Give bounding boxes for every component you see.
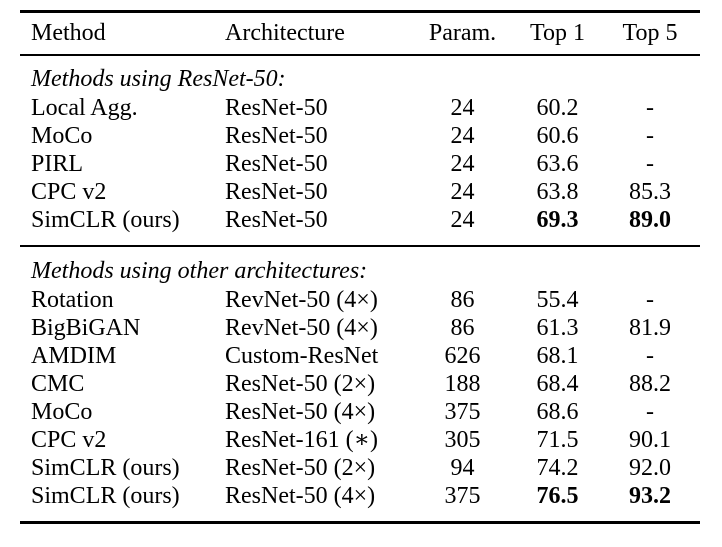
cell-top1: 63.6 <box>536 150 579 177</box>
cell-top1: 71.5 <box>536 426 579 453</box>
cell-architecture: RevNet-50 (4×) <box>225 286 378 313</box>
cell-architecture: ResNet-161 (∗) <box>225 426 378 453</box>
table-body: Methods using ResNet-50: Local Agg. ResN… <box>20 55 700 523</box>
cell-param: 375 <box>444 482 481 509</box>
table-row: SimCLR (ours) ResNet-50 (4×) 375 76.5 93… <box>20 482 700 523</box>
cell-param: 24 <box>450 150 475 177</box>
table-row: AMDIM Custom-ResNet 626 68.1 - <box>20 342 700 370</box>
cell-param: 375 <box>444 398 481 425</box>
col-header-top1: Top 1 <box>515 11 600 56</box>
cell-top1: 60.6 <box>536 122 579 149</box>
cell-architecture: ResNet-50 (4×) <box>225 398 376 425</box>
cell-method: SimCLR (ours) <box>31 482 180 509</box>
table-row: CPC v2 ResNet-161 (∗) 305 71.5 90.1 <box>20 426 700 454</box>
table-row: SimCLR (ours) ResNet-50 (2×) 94 74.2 92.… <box>20 454 700 482</box>
cell-method: AMDIM <box>31 342 117 369</box>
results-table: Method Architecture Param. Top 1 Top 5 M… <box>20 10 700 524</box>
cell-top1: 69.3 <box>536 206 579 233</box>
cell-method: Rotation <box>31 286 114 313</box>
cell-param: 86 <box>450 314 475 341</box>
header-row: Method Architecture Param. Top 1 Top 5 <box>20 11 700 56</box>
cell-param: 24 <box>450 94 475 121</box>
cell-method: Local Agg. <box>31 94 138 121</box>
table-row: SimCLR (ours) ResNet-50 24 69.3 89.0 <box>20 206 700 246</box>
cell-top5: - <box>646 342 654 369</box>
cell-param: 94 <box>450 454 475 481</box>
cell-top1: 76.5 <box>536 482 579 509</box>
cell-top1: 68.1 <box>536 342 579 369</box>
cell-top1: 74.2 <box>536 454 579 481</box>
cell-top5: 89.0 <box>629 206 671 233</box>
cell-method: CPC v2 <box>31 178 107 205</box>
cell-top1: 68.6 <box>536 398 579 425</box>
table-header: Method Architecture Param. Top 1 Top 5 <box>20 11 700 56</box>
cell-top5: 88.2 <box>629 370 671 397</box>
section-title-resnet50: Methods using ResNet-50: <box>20 55 700 94</box>
section-title-label: Methods using ResNet-50: <box>31 65 286 92</box>
cell-method: SimCLR (ours) <box>31 206 180 233</box>
cell-method: CPC v2 <box>31 426 107 453</box>
table-row: MoCo ResNet-50 (4×) 375 68.6 - <box>20 398 700 426</box>
cell-method: MoCo <box>31 398 93 425</box>
cell-param: 24 <box>450 178 475 205</box>
cell-method: SimCLR (ours) <box>31 454 180 481</box>
cell-top5: 93.2 <box>629 482 671 509</box>
cell-method: MoCo <box>31 122 93 149</box>
cell-architecture: ResNet-50 <box>225 150 328 177</box>
cell-param: 24 <box>450 122 475 149</box>
col-header-architecture: Architecture <box>220 11 410 56</box>
section-title-label: Methods using other architectures: <box>20 245 700 286</box>
table-row: CPC v2 ResNet-50 24 63.8 85.3 <box>20 178 700 206</box>
table-row: Rotation RevNet-50 (4×) 86 55.4 - <box>20 286 700 314</box>
cell-top5: 85.3 <box>629 178 671 205</box>
col-header-method: Method <box>20 11 220 56</box>
section-title-other-architectures: Methods using other architectures: <box>20 245 700 286</box>
cell-param: 305 <box>444 426 481 453</box>
cell-top5: - <box>646 398 654 425</box>
cell-top1: 63.8 <box>536 178 579 205</box>
cell-architecture: ResNet-50 (2×) <box>225 454 376 481</box>
table-row: CMC ResNet-50 (2×) 188 68.4 88.2 <box>20 370 700 398</box>
table-row: PIRL ResNet-50 24 63.6 - <box>20 150 700 178</box>
cell-top5: - <box>646 286 654 313</box>
table-row: MoCo ResNet-50 24 60.6 - <box>20 122 700 150</box>
cell-param: 24 <box>450 206 475 233</box>
cell-top5: 81.9 <box>629 314 671 341</box>
table-row: Local Agg. ResNet-50 24 60.2 - <box>20 94 700 122</box>
cell-top1: 68.4 <box>536 370 579 397</box>
cell-architecture: ResNet-50 <box>225 94 328 121</box>
cell-top5: - <box>646 94 654 121</box>
cell-method: BigBiGAN <box>31 314 141 341</box>
cell-method: CMC <box>31 370 85 397</box>
cell-top5: 90.1 <box>629 426 671 453</box>
cell-param: 86 <box>450 286 475 313</box>
cell-top1: 61.3 <box>536 314 579 341</box>
col-header-param: Param. <box>410 11 515 56</box>
cell-top5: - <box>646 150 654 177</box>
cell-top5: - <box>646 122 654 149</box>
table-row: BigBiGAN RevNet-50 (4×) 86 61.3 81.9 <box>20 314 700 342</box>
cell-method: PIRL <box>31 150 84 177</box>
cell-architecture: ResNet-50 (2×) <box>225 370 376 397</box>
cell-top1: 60.2 <box>536 94 579 121</box>
cell-param: 626 <box>444 342 481 369</box>
cell-architecture: Custom-ResNet <box>225 342 379 369</box>
cell-architecture: ResNet-50 <box>225 206 328 233</box>
cell-architecture: ResNet-50 (4×) <box>225 482 376 509</box>
cell-architecture: ResNet-50 <box>225 178 328 205</box>
col-header-top5: Top 5 <box>600 11 700 56</box>
cell-architecture: RevNet-50 (4×) <box>225 314 378 341</box>
cell-top5: 92.0 <box>629 454 671 481</box>
cell-top1: 55.4 <box>536 286 579 313</box>
cell-param: 188 <box>444 370 481 397</box>
cell-architecture: ResNet-50 <box>225 122 328 149</box>
